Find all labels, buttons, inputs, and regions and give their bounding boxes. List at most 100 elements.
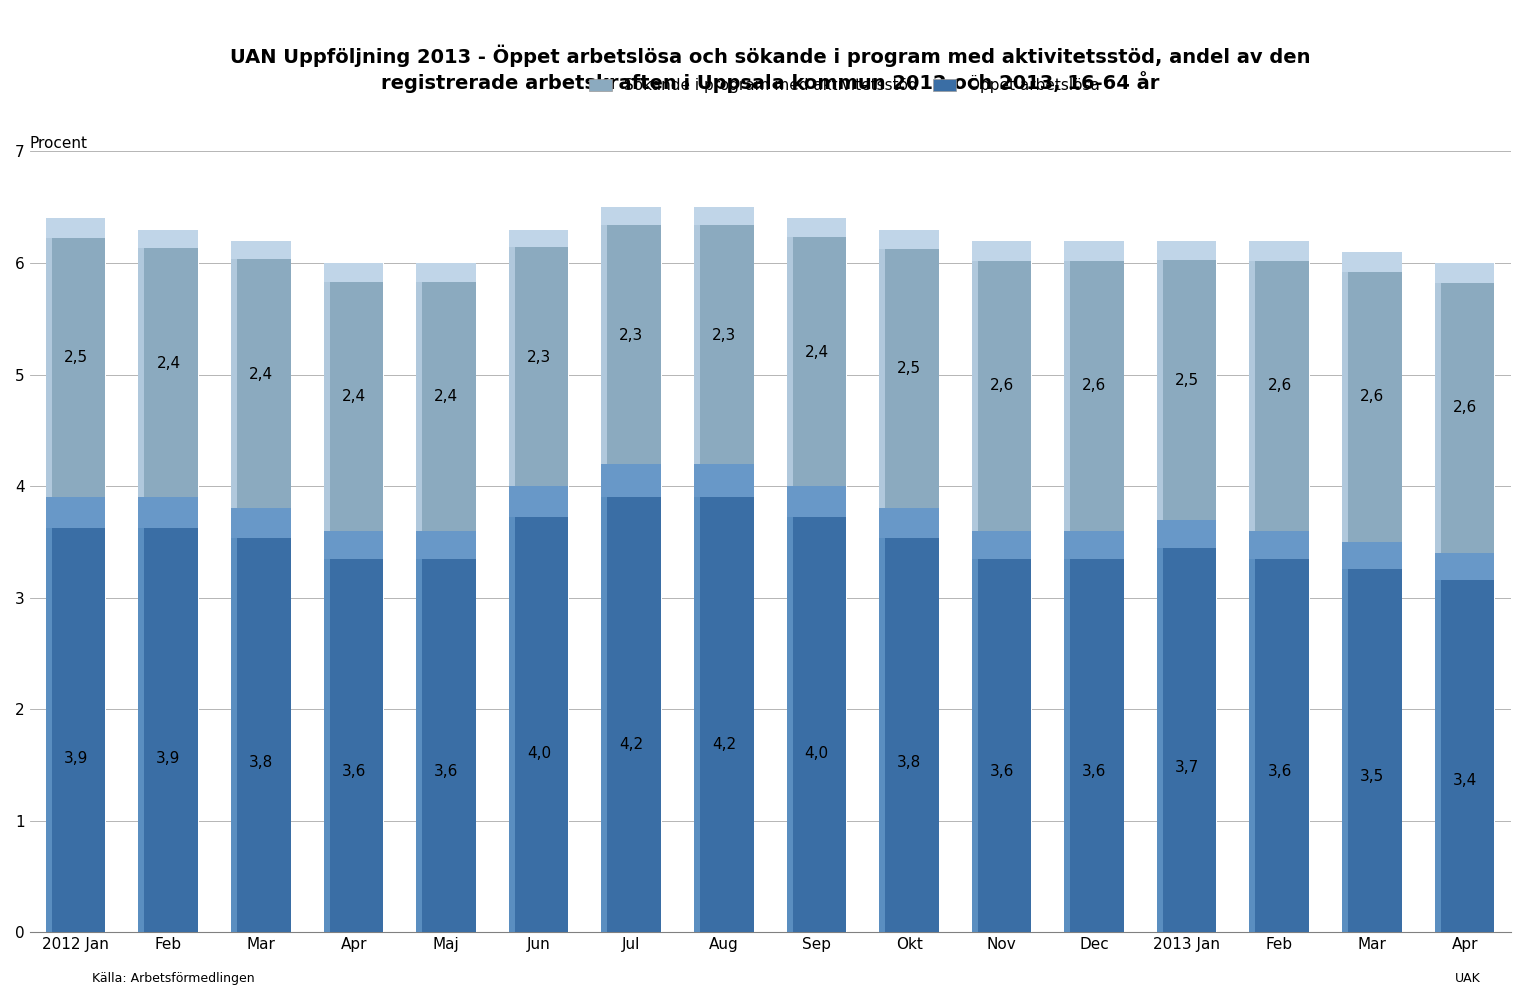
Bar <box>1341 541 1347 932</box>
Bar <box>508 487 569 517</box>
Text: 2,4: 2,4 <box>342 390 366 405</box>
Bar <box>601 464 607 932</box>
Bar <box>1250 240 1309 530</box>
Bar <box>972 240 978 530</box>
Bar <box>879 229 940 508</box>
Bar <box>694 207 754 464</box>
Text: 2,3: 2,3 <box>713 328 736 343</box>
Bar <box>601 207 661 225</box>
Bar <box>1341 252 1402 541</box>
Title: UAN Uppföljning 2013 - Öppet arbetslösa och sökande i program med aktivitetsstöd: UAN Uppföljning 2013 - Öppet arbetslösa … <box>230 45 1311 93</box>
Bar <box>1157 240 1218 260</box>
Bar <box>324 530 383 932</box>
Bar <box>139 498 198 932</box>
Bar <box>139 498 198 527</box>
Bar <box>230 240 237 508</box>
Text: 4,0: 4,0 <box>804 747 829 762</box>
Bar <box>879 229 940 249</box>
Bar <box>508 229 569 487</box>
Bar <box>1250 530 1309 558</box>
Text: 3,6: 3,6 <box>989 764 1013 779</box>
Bar <box>1250 530 1309 932</box>
Bar <box>417 530 476 932</box>
Text: 3,5: 3,5 <box>1360 769 1384 784</box>
Bar <box>601 464 661 497</box>
Text: Procent: Procent <box>29 137 87 152</box>
Bar <box>694 207 754 225</box>
Bar <box>1341 541 1402 569</box>
Text: 2,4: 2,4 <box>435 390 458 405</box>
Bar <box>786 487 847 517</box>
Text: 3,7: 3,7 <box>1175 760 1199 775</box>
Text: 4,2: 4,2 <box>620 738 644 753</box>
Bar <box>324 263 383 282</box>
Bar <box>46 498 52 932</box>
Bar <box>972 530 1032 558</box>
Text: 2,6: 2,6 <box>1360 390 1384 405</box>
Bar <box>879 508 940 538</box>
Bar <box>508 487 569 932</box>
Bar <box>46 218 105 238</box>
Bar <box>139 498 145 932</box>
Bar <box>324 530 330 932</box>
Bar <box>417 530 476 558</box>
Bar <box>508 229 514 487</box>
Bar <box>1250 240 1256 530</box>
Bar <box>879 508 885 932</box>
Bar <box>1157 519 1218 548</box>
Bar <box>1157 519 1163 932</box>
Bar <box>1434 263 1495 553</box>
Text: 2,6: 2,6 <box>990 378 1013 393</box>
Text: 2,5: 2,5 <box>1175 373 1199 388</box>
Text: 3,6: 3,6 <box>342 764 366 779</box>
Bar <box>230 240 291 508</box>
Bar <box>46 498 105 932</box>
Bar <box>972 240 1032 530</box>
Bar <box>1157 240 1218 519</box>
Bar <box>1341 541 1402 932</box>
Bar <box>601 464 661 932</box>
Bar <box>786 218 847 487</box>
Bar <box>324 530 383 558</box>
Legend: Sökande i program med aktivitetsstöd, Öppet arbetslösa: Sökande i program med aktivitetsstöd, Öp… <box>583 70 1106 100</box>
Bar <box>139 229 145 498</box>
Bar <box>879 229 885 508</box>
Text: 2,5: 2,5 <box>64 350 89 365</box>
Text: 3,9: 3,9 <box>156 751 180 766</box>
Bar <box>230 508 291 538</box>
Text: 3,8: 3,8 <box>249 755 273 771</box>
Bar <box>879 508 940 932</box>
Bar <box>1064 240 1070 530</box>
Bar <box>1157 240 1163 519</box>
Bar <box>1434 263 1441 553</box>
Bar <box>1064 240 1125 261</box>
Bar <box>324 263 383 530</box>
Bar <box>1064 530 1125 932</box>
Bar <box>508 229 569 247</box>
Bar <box>417 263 476 282</box>
Text: UAK: UAK <box>1454 972 1480 985</box>
Bar <box>1157 519 1218 932</box>
Bar <box>1064 530 1125 558</box>
Bar <box>694 207 700 464</box>
Text: 2,3: 2,3 <box>620 328 644 343</box>
Bar <box>46 498 105 527</box>
Bar <box>46 218 52 498</box>
Text: 3,6: 3,6 <box>1082 764 1106 779</box>
Bar <box>694 464 754 497</box>
Text: 2,4: 2,4 <box>804 345 829 360</box>
Text: 2,6: 2,6 <box>1268 378 1291 393</box>
Bar <box>972 530 1032 932</box>
Text: 2,4: 2,4 <box>249 367 273 382</box>
Bar <box>46 218 105 498</box>
Text: 4,2: 4,2 <box>713 738 736 753</box>
Bar <box>508 487 514 932</box>
Text: 2,6: 2,6 <box>1453 401 1477 416</box>
Text: 3,6: 3,6 <box>1268 764 1291 779</box>
Bar <box>1250 530 1256 932</box>
Bar <box>972 240 1032 261</box>
Bar <box>1434 553 1441 932</box>
Text: 3,9: 3,9 <box>64 751 89 766</box>
Bar <box>1250 240 1309 261</box>
Bar <box>324 263 330 530</box>
